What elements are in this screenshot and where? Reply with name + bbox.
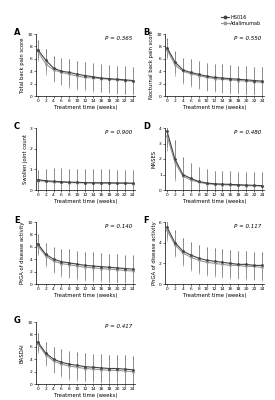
Text: P = 0.417: P = 0.417 <box>104 324 132 329</box>
X-axis label: Treatment time (weeks): Treatment time (weeks) <box>183 199 246 204</box>
Text: P = 0.117: P = 0.117 <box>234 224 261 229</box>
Y-axis label: PhGA of disease activity: PhGA of disease activity <box>152 221 157 285</box>
X-axis label: Treatment time (weeks): Treatment time (weeks) <box>183 105 246 110</box>
Y-axis label: BASDAI: BASDAI <box>20 343 25 363</box>
X-axis label: Treatment time (weeks): Treatment time (weeks) <box>54 393 117 398</box>
Text: A: A <box>14 28 20 37</box>
Y-axis label: Total back pain score: Total back pain score <box>20 37 25 93</box>
Y-axis label: PtGA of disease activity: PtGA of disease activity <box>20 222 25 284</box>
Text: E: E <box>14 216 20 225</box>
Text: G: G <box>14 316 21 325</box>
Text: D: D <box>143 122 150 131</box>
Text: F: F <box>143 216 149 225</box>
Text: P = 0.550: P = 0.550 <box>234 36 261 41</box>
Text: P = 0.900: P = 0.900 <box>104 130 132 135</box>
Text: B: B <box>143 28 150 37</box>
Y-axis label: Swollen joint count: Swollen joint count <box>23 134 28 184</box>
X-axis label: Treatment time (weeks): Treatment time (weeks) <box>54 199 117 204</box>
Text: P = 0.365: P = 0.365 <box>104 36 132 41</box>
Y-axis label: Nocturnal back pain score: Nocturnal back pain score <box>149 31 154 99</box>
X-axis label: Treatment time (weeks): Treatment time (weeks) <box>54 105 117 110</box>
X-axis label: Treatment time (weeks): Treatment time (weeks) <box>183 293 246 298</box>
Legend: HS016, Adalimumab: HS016, Adalimumab <box>221 15 262 26</box>
Y-axis label: MASES: MASES <box>152 150 157 168</box>
Text: P = 0.480: P = 0.480 <box>234 130 261 135</box>
X-axis label: Treatment time (weeks): Treatment time (weeks) <box>54 293 117 298</box>
Text: P = 0.140: P = 0.140 <box>104 224 132 229</box>
Text: C: C <box>14 122 20 131</box>
